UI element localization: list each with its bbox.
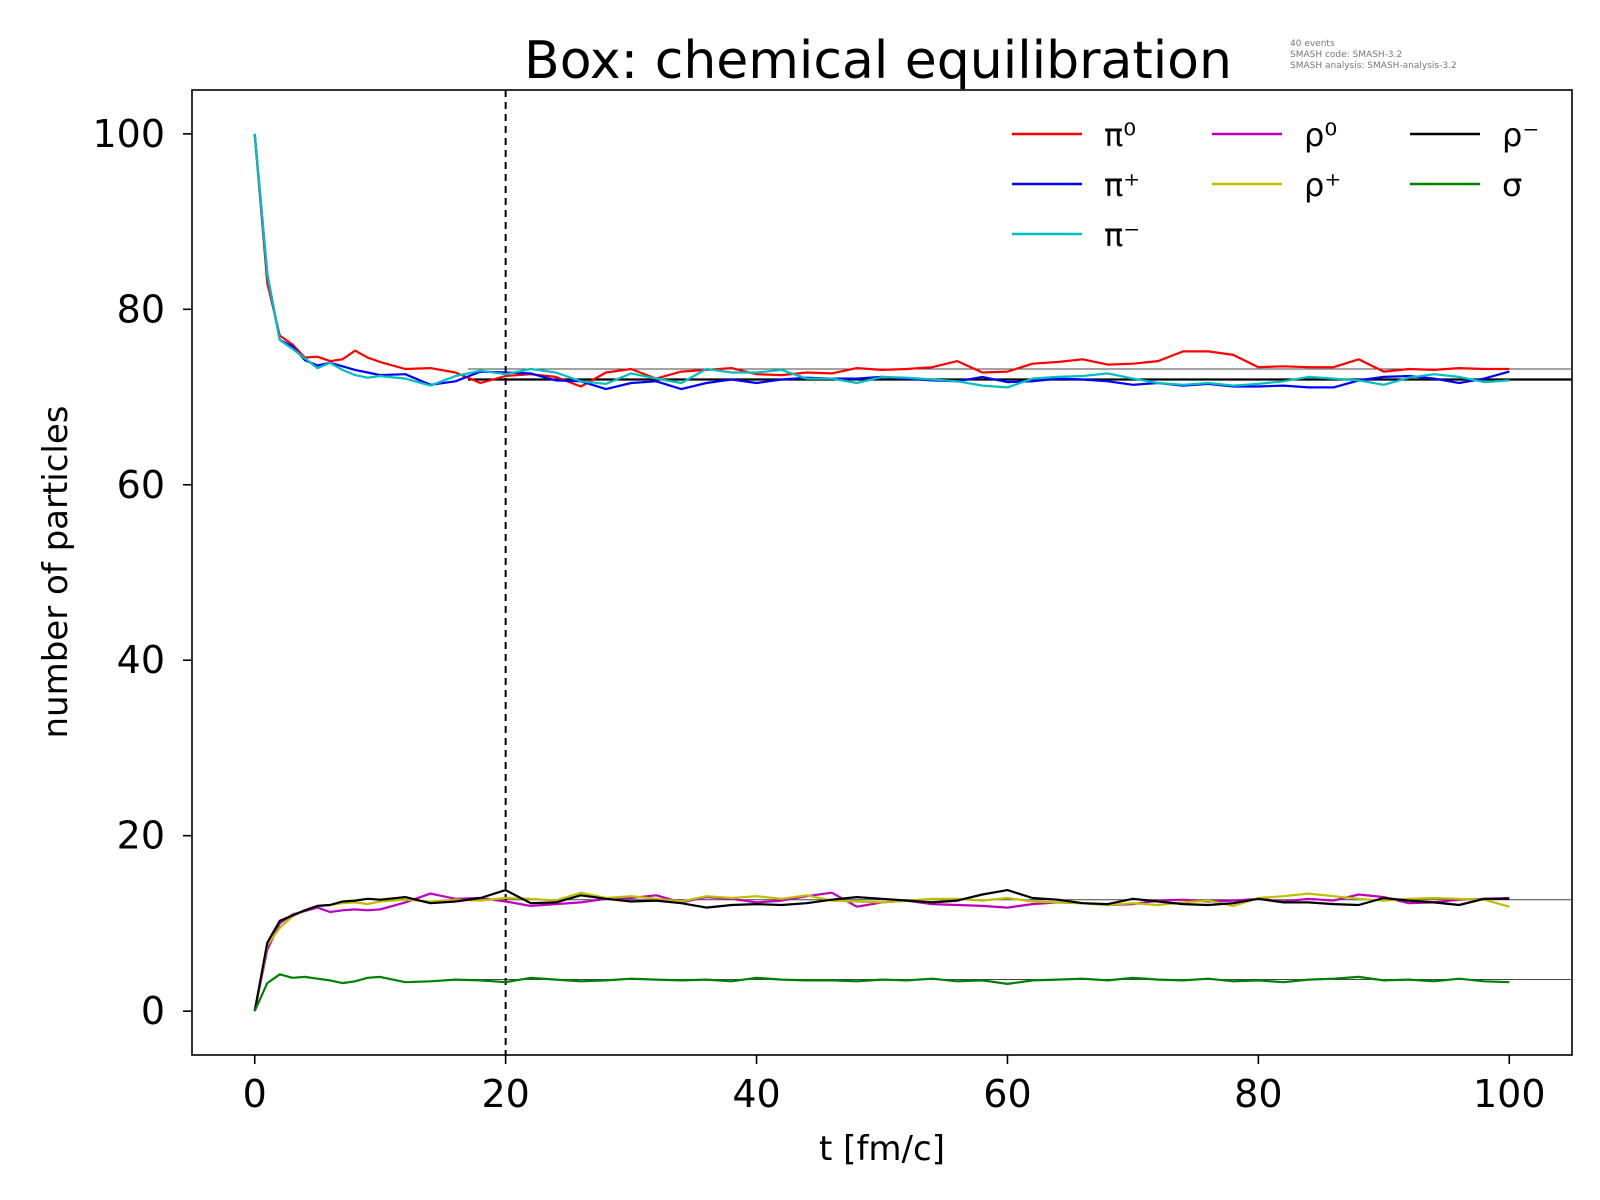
series-lines [253,133,1510,1012]
legend: π⁰ π⁺ π⁻ ρ⁰ ρ⁺ ρ⁻ σ [1012,116,1539,254]
series-line-2 [253,133,1510,389]
y-tick-label: 0 [141,989,165,1033]
y-tick-label: 60 [117,463,165,507]
legend-label: ρ⁰ [1304,116,1337,154]
legend-label: ρ⁻ [1502,116,1539,154]
info-line-3: SMASH analysis: SMASH-analysis-3.2 [1290,61,1457,71]
legend-label: π⁰ [1104,116,1136,154]
y-tick-label: 80 [117,287,165,331]
series-line-5 [253,888,1510,1012]
legend-label: σ [1502,166,1522,204]
x-tick-label: 60 [983,1072,1031,1116]
y-axis-ticks: 0 20 40 60 80 100 [92,112,192,1033]
legend-label: π⁺ [1104,166,1140,204]
x-axis-ticks: 0 20 40 60 80 100 [243,1055,1546,1116]
x-tick-label: 20 [481,1072,529,1116]
x-tick-label: 80 [1234,1072,1282,1116]
series-line-4 [253,891,1510,1012]
x-tick-label: 40 [732,1072,780,1116]
x-tick-label: 0 [243,1072,267,1116]
x-tick-label: 100 [1473,1072,1546,1116]
series-line-0 [253,133,1510,388]
y-tick-label: 20 [117,814,165,858]
series-line-6 [253,973,1510,1012]
y-tick-label: 40 [117,638,165,682]
info-line-2: SMASH code: SMASH-3.2 [1290,50,1402,60]
legend-label: π⁻ [1104,216,1140,254]
chart-title: Box: chemical equilibration [524,31,1232,91]
plot-area [191,89,1573,1056]
legend-label: ρ⁺ [1304,166,1341,204]
x-axis-label: t [fm/c] [819,1129,945,1169]
info-line-1: 40 events [1290,39,1335,49]
y-axis-label: number of particles [36,405,76,738]
y-tick-label: 100 [92,112,165,156]
